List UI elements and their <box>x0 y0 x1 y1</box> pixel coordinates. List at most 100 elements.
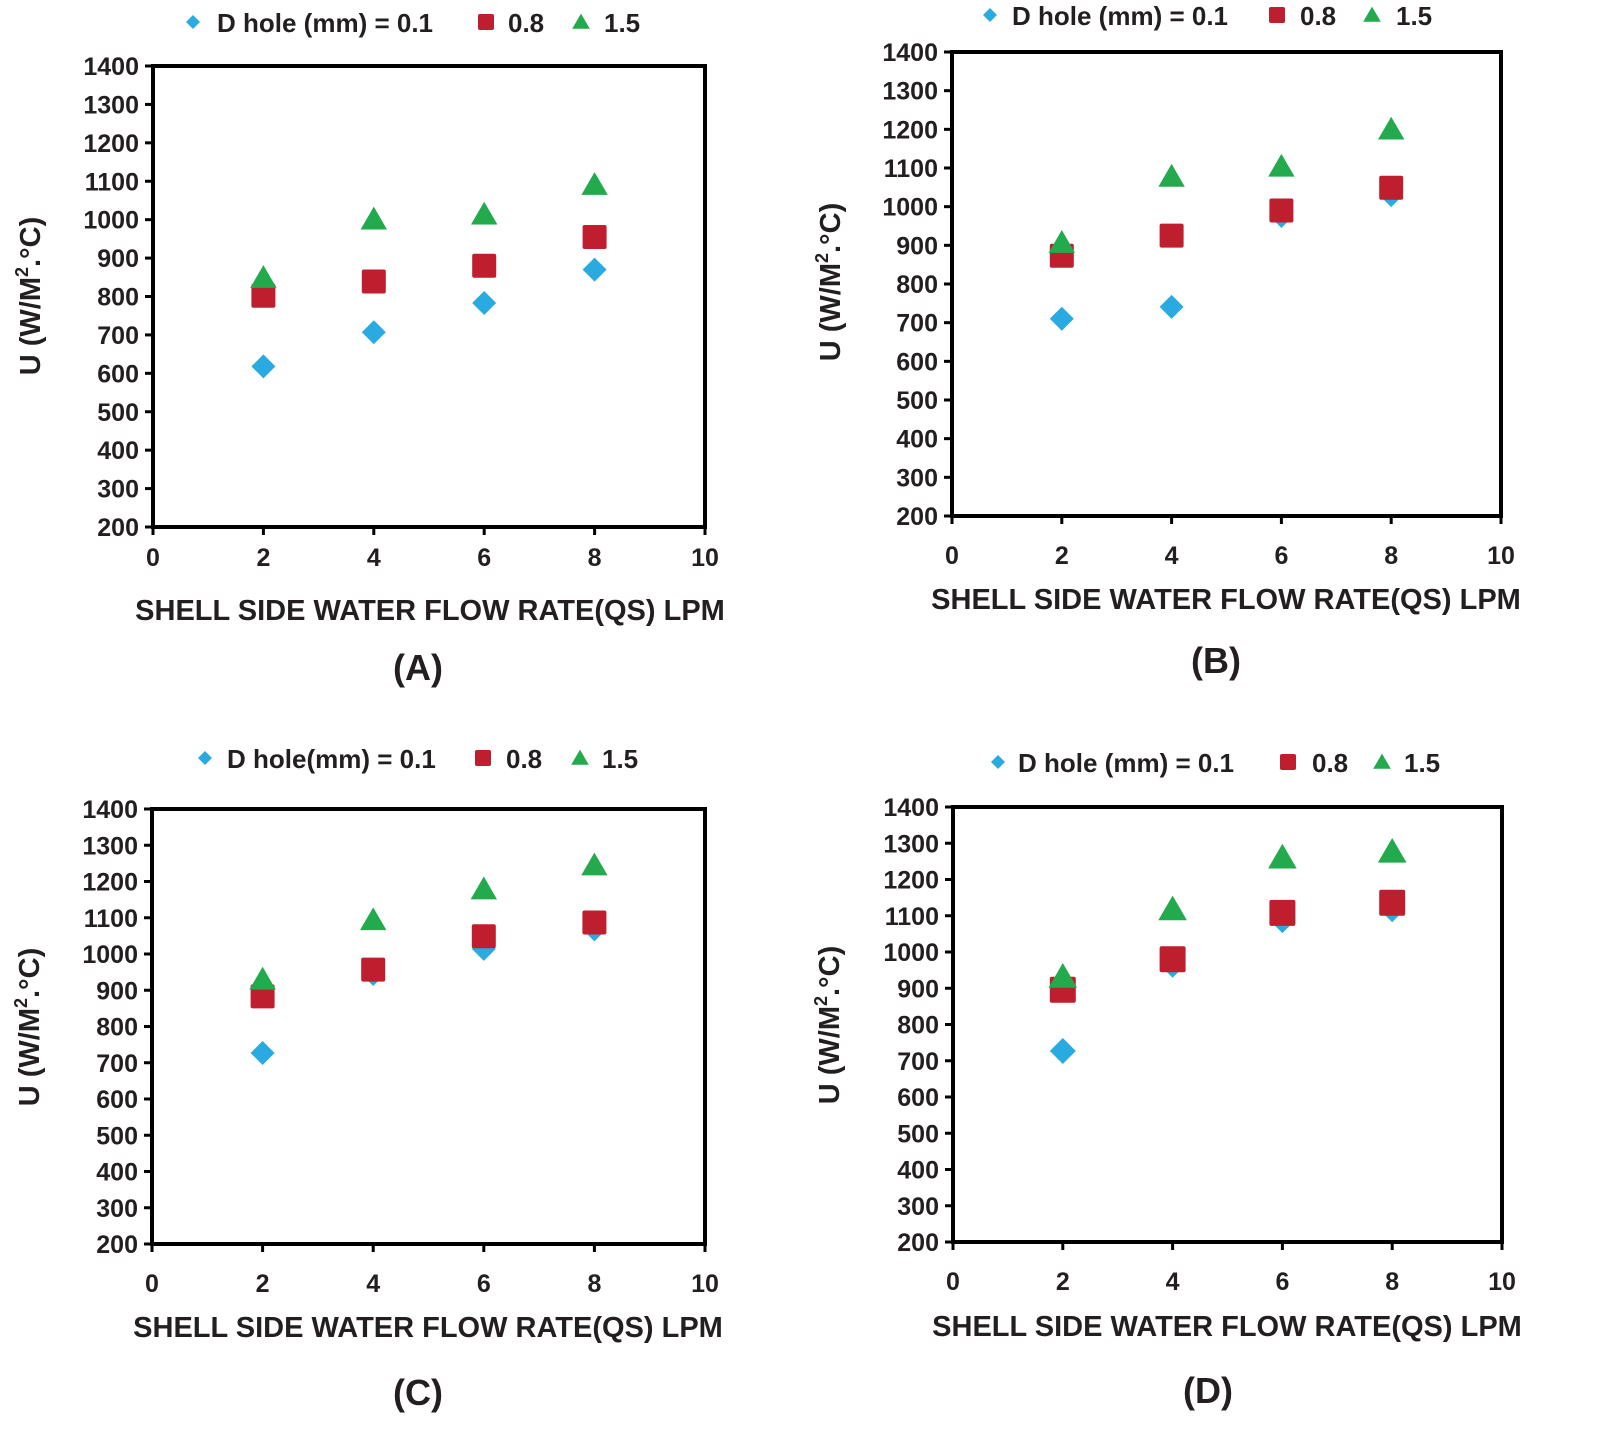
legend-label: 1.5 <box>602 744 638 774</box>
y-axis-label-superscript: 2 <box>12 267 32 277</box>
x-tick-label: 0 <box>146 544 160 572</box>
y-tick-label: 400 <box>96 1159 138 1187</box>
x-tick-label: 4 <box>366 1270 380 1298</box>
y-tick-label: 1300 <box>883 830 939 858</box>
x-tick-label: 8 <box>587 1270 601 1298</box>
data-point-diamond <box>361 320 386 345</box>
x-tick-label: 6 <box>477 1270 491 1298</box>
y-tick-label: 800 <box>97 284 139 312</box>
x-tick-label: 4 <box>1166 1268 1180 1296</box>
y-tick-label: 800 <box>897 1012 939 1040</box>
y-tick-label: 200 <box>897 1229 939 1257</box>
y-axis-label-main: U (W/M <box>815 263 847 361</box>
y-axis-label-tail: .°C) <box>14 948 46 998</box>
y-tick-label: 1200 <box>882 116 938 144</box>
y-tick-label: 300 <box>897 1193 939 1221</box>
y-tick-label: 1000 <box>882 194 938 222</box>
data-point-triangle <box>360 206 387 230</box>
legend-label: D hole (mm) = 0.1 <box>217 8 433 38</box>
data-point-triangle <box>1158 163 1185 187</box>
y-tick-label: 200 <box>96 1231 138 1259</box>
x-tick-label: 2 <box>256 544 270 572</box>
data-point-square <box>582 910 607 935</box>
data-point-triangle <box>1048 963 1078 988</box>
data-point-square <box>1379 889 1406 916</box>
x-tick-label: 10 <box>1487 542 1515 570</box>
y-tick-label: 1000 <box>83 207 139 235</box>
y-tick-label: 1300 <box>82 832 138 860</box>
y-tick-label: 300 <box>97 476 139 504</box>
y-axis-label-tail: .°C) <box>15 217 47 267</box>
y-tick-label: 700 <box>896 310 938 338</box>
y-tick-label: 1100 <box>85 168 139 196</box>
chart-panel-c: 1400 1300 1200 1100 1000 900 800 700 600 500 400 30… <box>11 744 723 1413</box>
y-axis-label-tail: .°C) <box>814 946 846 996</box>
data-point-square <box>1159 946 1186 973</box>
legend-marker-triangle <box>1373 753 1391 769</box>
y-tick-label: 800 <box>96 1014 138 1042</box>
y-tick-label: 1100 <box>885 903 939 931</box>
data-point-diamond <box>250 1040 275 1065</box>
data-point-triangle <box>1268 843 1297 869</box>
x-tick-label: 10 <box>691 544 719 572</box>
legend-label: D hole (mm) = 0.1 <box>1012 1 1228 31</box>
y-tick-label: 900 <box>97 245 139 273</box>
y-axis-label: U (W/M2.°C) <box>811 946 846 1105</box>
y-axis-label-tail: .°C) <box>815 203 847 253</box>
y-axis-label-superscript: 2 <box>11 998 31 1008</box>
x-tick-label: 4 <box>367 544 381 572</box>
data-point-triangle <box>249 966 276 990</box>
y-tick-label: 1300 <box>83 91 139 119</box>
y-tick-label: 500 <box>97 399 139 427</box>
data-point-triangle <box>1268 153 1295 177</box>
plot-frame <box>950 50 1503 518</box>
legend-marker-triangle <box>572 13 590 29</box>
y-tick-label: 1400 <box>82 796 138 824</box>
y-tick-label: 500 <box>896 387 938 415</box>
x-tick-label: 2 <box>256 1270 270 1298</box>
y-tick-label: 200 <box>97 514 139 542</box>
data-point-diamond <box>1049 1037 1076 1064</box>
y-axis-label-superscript: 2 <box>811 996 831 1006</box>
y-tick-label: 200 <box>896 503 938 531</box>
x-tick-label: 0 <box>946 1268 960 1296</box>
y-tick-label: 1200 <box>83 130 139 158</box>
panel-label: (D) <box>1183 1370 1233 1411</box>
legend-label: D hole(mm) = 0.1 <box>227 744 436 774</box>
data-point-square <box>1159 223 1184 248</box>
x-axis-label: SHELL SIDE WATER FLOW RATE(QS) LPM <box>932 1311 1522 1343</box>
x-tick-label: 8 <box>1384 542 1398 570</box>
data-point-triangle <box>1378 116 1405 140</box>
y-axis-label-main: U (W/M <box>14 1008 46 1106</box>
plot-frame <box>150 807 707 1246</box>
legend-label: 1.5 <box>1396 1 1432 31</box>
data-point-triangle <box>1048 230 1075 253</box>
y-tick-label: 700 <box>97 322 139 350</box>
data-point-triangle <box>471 201 498 225</box>
y-axis-label-main: U (W/M <box>814 1006 846 1104</box>
y-tick-label: 700 <box>96 1050 138 1078</box>
chart-panel-d: 1400 1300 1200 1100 1000 900 800 700 600 500 400 30… <box>811 748 1522 1411</box>
legend-marker-square <box>478 14 494 30</box>
y-tick-label: 900 <box>96 977 138 1005</box>
data-point-square <box>361 269 386 294</box>
data-point-triangle <box>581 172 608 195</box>
y-tick-label: 400 <box>97 437 139 465</box>
data-point-triangle <box>581 852 608 876</box>
y-tick-label: 1000 <box>82 941 138 969</box>
y-tick-label: 900 <box>897 975 939 1003</box>
y-axis-label-superscript: 2 <box>812 253 832 263</box>
data-point-triangle <box>1377 837 1407 863</box>
data-point-square <box>1269 198 1294 223</box>
y-tick-label: 600 <box>896 348 938 376</box>
legend-label: 1.5 <box>1404 748 1440 778</box>
y-axis-label: U (W/M2.°C) <box>11 948 46 1107</box>
x-tick-label: 2 <box>1056 1268 1070 1296</box>
x-tick-label: 10 <box>1488 1268 1516 1296</box>
data-point-square <box>361 957 386 982</box>
x-tick-label: 0 <box>945 542 959 570</box>
y-tick-label: 400 <box>896 426 938 454</box>
legend-marker-diamond <box>991 755 1005 769</box>
y-tick-label: 1100 <box>84 905 138 933</box>
